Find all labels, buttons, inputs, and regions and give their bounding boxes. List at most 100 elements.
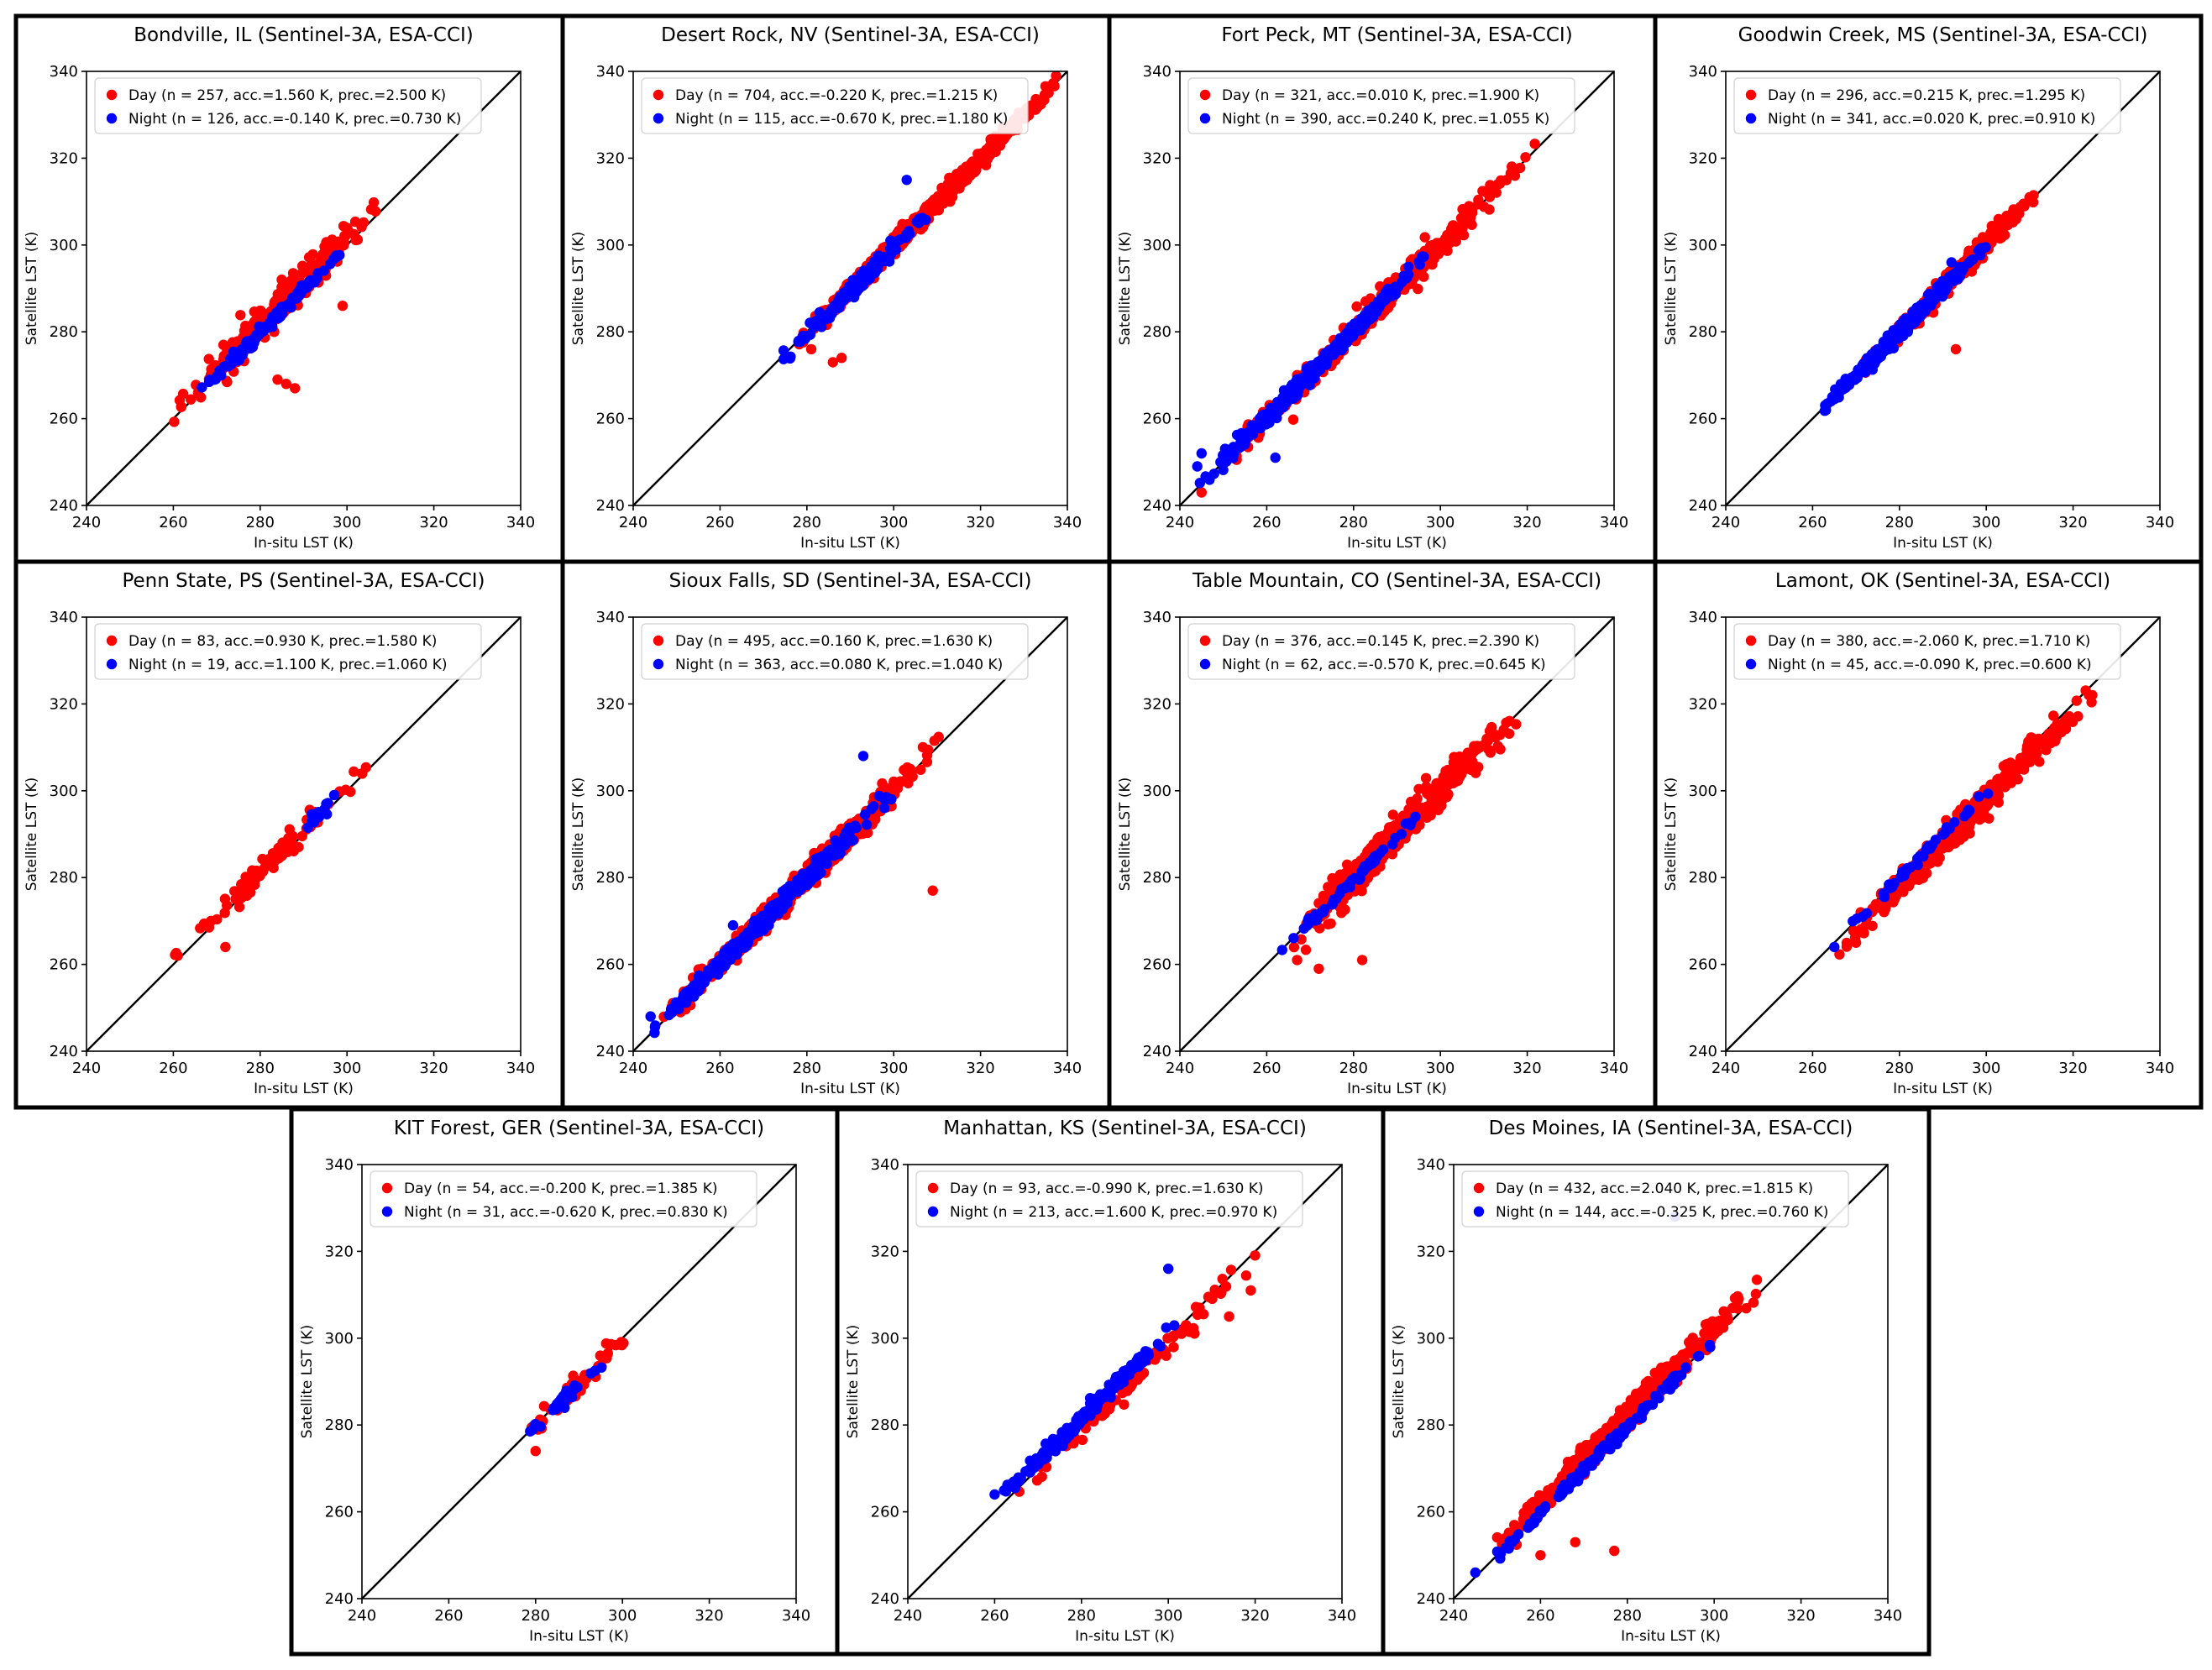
day-point [349, 216, 361, 228]
y-tick-label: 340 [1689, 63, 1717, 81]
day-point [235, 310, 246, 321]
y-tick-label: 340 [596, 609, 625, 626]
day-point [1448, 756, 1460, 768]
day-point [1858, 928, 1869, 939]
day-legend-marker [381, 1182, 393, 1194]
day-point [1296, 934, 1307, 945]
day-point [169, 416, 180, 427]
day-point [941, 186, 952, 197]
y-tick-label: 260 [50, 956, 78, 974]
day-legend-marker [106, 89, 118, 101]
night-legend-label: Night (n = 390, acc.=0.240 K, prec.=1.05… [1222, 111, 1549, 128]
day-point [616, 1337, 626, 1348]
chart-title: Penn State, PS (Sentinel-3A, ESA-CCI) [122, 570, 485, 592]
x-tick-label: 240 [348, 1607, 376, 1625]
y-axis-label: Satellite LST (K) [1663, 232, 1680, 346]
night-point [744, 928, 755, 939]
night-point [784, 353, 795, 364]
night-point [1888, 325, 1899, 336]
day-point [923, 202, 934, 213]
night-point [1356, 866, 1368, 877]
x-tick-label: 240 [72, 514, 101, 531]
night-point [1417, 251, 1428, 262]
day-point [203, 922, 215, 933]
night-legend-marker [106, 658, 118, 670]
day-legend-label: Day (n = 54, acc.=-0.200 K, prec.=1.385 … [404, 1181, 718, 1197]
day-point [1501, 175, 1512, 186]
chart-panel: Lamont, OK (Sentinel-3A, ESA-CCI)2402402… [1653, 559, 2204, 1110]
day-point [342, 222, 353, 233]
night-point [794, 885, 805, 896]
day-point [220, 941, 231, 953]
x-axis-label: In-situ LST (K) [800, 1081, 900, 1097]
day-point [1292, 955, 1303, 966]
night-point [1390, 832, 1401, 844]
day-point [2034, 756, 2045, 767]
legend: Day (n = 54, acc.=-0.200 K, prec.=1.385 … [370, 1170, 757, 1228]
scatter-points [778, 71, 1061, 368]
day-legend-marker [1745, 89, 1757, 101]
x-tick-label: 300 [333, 1060, 361, 1077]
night-point [645, 1011, 656, 1022]
chart-panel: KIT Forest, GER (Sentinel-3A, ESA-CCI)24… [289, 1107, 840, 1657]
day-point [186, 394, 197, 405]
day-point [1926, 853, 1937, 864]
legend: Day (n = 321, acc.=0.010 K, prec.=1.900 … [1187, 77, 1575, 134]
night-point [1921, 297, 1932, 309]
night-point [1306, 367, 1318, 379]
night-point [1905, 861, 1916, 873]
night-legend-label: Night (n = 31, acc.=-0.620 K, prec.=0.83… [404, 1204, 728, 1221]
night-point [1336, 343, 1347, 353]
day-point [172, 950, 183, 961]
x-tick-label: 320 [2058, 514, 2087, 531]
axes-box [1725, 71, 2161, 506]
x-tick-label: 320 [2058, 1060, 2087, 1077]
night-point [568, 1385, 579, 1395]
night-point [1194, 478, 1206, 489]
y-tick-label: 260 [1689, 956, 1717, 974]
night-point [1898, 330, 1909, 342]
day-point [1418, 271, 1429, 282]
night-point [1880, 338, 1891, 350]
night-point [1967, 254, 1979, 265]
scatter-points [1192, 139, 1540, 498]
day-point [1323, 919, 1334, 930]
night-point [845, 287, 856, 298]
x-tick-label: 240 [1166, 514, 1194, 531]
day-point [2012, 764, 2023, 775]
night-legend-label: Night (n = 115, acc.=-0.670 K, prec.=1.1… [675, 111, 1008, 128]
day-point [1487, 187, 1498, 199]
day-point [985, 134, 996, 145]
day-point [933, 731, 944, 742]
y-axis-label: Satellite LST (K) [570, 777, 587, 892]
day-point [233, 902, 245, 913]
day-point [284, 824, 295, 835]
y-tick-label: 280 [1689, 869, 1717, 887]
y-tick-label: 240 [50, 497, 78, 515]
day-point [219, 893, 231, 904]
day-point [1850, 937, 1862, 949]
day-point [1035, 99, 1046, 110]
scatter-points [1276, 715, 1522, 975]
night-point [670, 997, 681, 1008]
night-point [749, 915, 760, 927]
x-tick-label: 260 [1252, 1060, 1281, 1077]
day-legend-marker [1745, 635, 1757, 647]
night-point [1318, 907, 1329, 918]
day-point [1313, 963, 1324, 975]
day-point [270, 855, 281, 866]
night-point [814, 306, 825, 318]
day-point [836, 353, 847, 364]
scatter-points [645, 731, 944, 1039]
night-point [1355, 313, 1366, 324]
day-point [358, 217, 370, 228]
day-point [1427, 259, 1438, 270]
day-point [971, 165, 982, 175]
day-point [327, 234, 338, 245]
day-point [1189, 1328, 1200, 1339]
x-tick-label: 240 [72, 1060, 101, 1077]
night-point [1878, 891, 1890, 902]
day-point [1245, 1285, 1256, 1296]
day-point [222, 376, 233, 388]
day-point [280, 379, 291, 390]
